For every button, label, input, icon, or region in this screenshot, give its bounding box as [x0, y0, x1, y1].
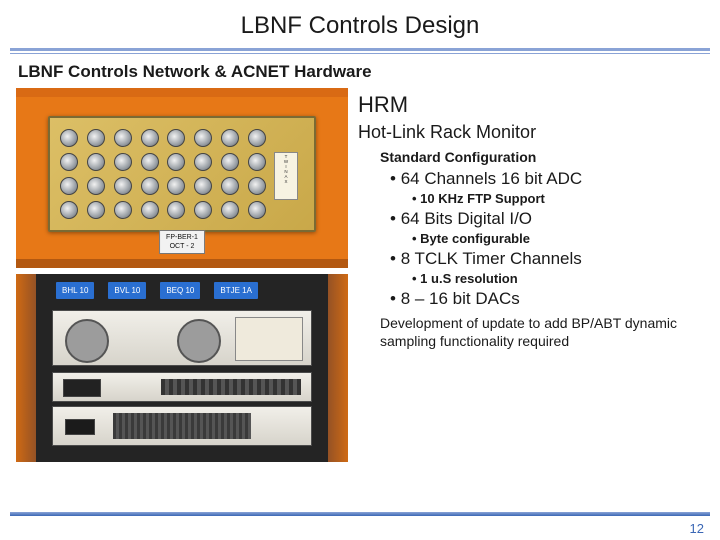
rack-unit-1: [52, 310, 312, 366]
bullet-text: 8 – 16 bit DACs: [401, 289, 520, 308]
bullet-list: 64 Channels 16 bit ADC 10 KHz FTP Suppor…: [390, 169, 704, 309]
hrm-title: HRM: [358, 92, 704, 118]
slide-title: LBNF Controls Design: [0, 0, 720, 48]
tag-line2: OCT - 2: [170, 243, 195, 250]
bullet-item: 8 TCLK Timer Channels 1 u.S resolution: [390, 249, 704, 286]
slide: LBNF Controls Design LBNF Controls Netwo…: [0, 0, 720, 540]
rule-thin: [10, 53, 710, 54]
content-row: TWINAX FP-BER-1 OCT - 2 BHL 10 BVL 10 BE…: [0, 88, 720, 462]
bullet-item: 8 – 16 bit DACs: [390, 289, 704, 309]
development-note: Development of update to add BP/ABT dyna…: [380, 315, 680, 350]
sub-bullet: Byte configurable: [412, 231, 704, 246]
rule-bottom: [10, 512, 710, 516]
photo-rack: BHL 10 BVL 10 BEQ 10 BTJE 1A: [16, 274, 348, 462]
config-heading: Standard Configuration: [380, 149, 704, 165]
slide-subtitle: LBNF Controls Network & ACNET Hardware: [0, 60, 720, 88]
text-column: HRM Hot-Link Rack Monitor Standard Confi…: [358, 88, 704, 462]
photo-column: TWINAX FP-BER-1 OCT - 2 BHL 10 BVL 10 BE…: [16, 88, 348, 462]
page-number: 12: [690, 521, 704, 536]
photo-board: TWINAX FP-BER-1 OCT - 2: [16, 88, 348, 268]
bullet-text: 64 Bits Digital I/O: [401, 209, 532, 228]
board-tag: FP-BER-1 OCT - 2: [159, 230, 205, 254]
rack-label: BEQ 10: [160, 282, 200, 299]
sub-bullet: 10 KHz FTP Support: [412, 191, 704, 206]
bullet-text: 64 Channels 16 bit ADC: [401, 169, 582, 188]
gold-board: TWINAX: [48, 116, 316, 232]
rule-top: [10, 48, 710, 51]
rack-label: BHL 10: [56, 282, 94, 299]
rack-unit-2: [52, 372, 312, 402]
connector-grid: [58, 128, 268, 220]
rack-label: BTJE 1A: [214, 282, 258, 299]
hrm-subtitle: Hot-Link Rack Monitor: [358, 122, 704, 143]
bullet-item: 64 Channels 16 bit ADC 10 KHz FTP Suppor…: [390, 169, 704, 206]
twinax-label: TWINAX: [274, 152, 298, 200]
sub-bullet: 1 u.S resolution: [412, 271, 704, 286]
rack-label: BVL 10: [108, 282, 146, 299]
rack-label-row: BHL 10 BVL 10 BEQ 10 BTJE 1A: [56, 282, 308, 299]
bullet-item: 64 Bits Digital I/O Byte configurable: [390, 209, 704, 246]
bullet-text: 8 TCLK Timer Channels: [401, 249, 582, 268]
rack-unit-3: [52, 406, 312, 446]
tag-line1: FP-BER-1: [166, 234, 198, 241]
